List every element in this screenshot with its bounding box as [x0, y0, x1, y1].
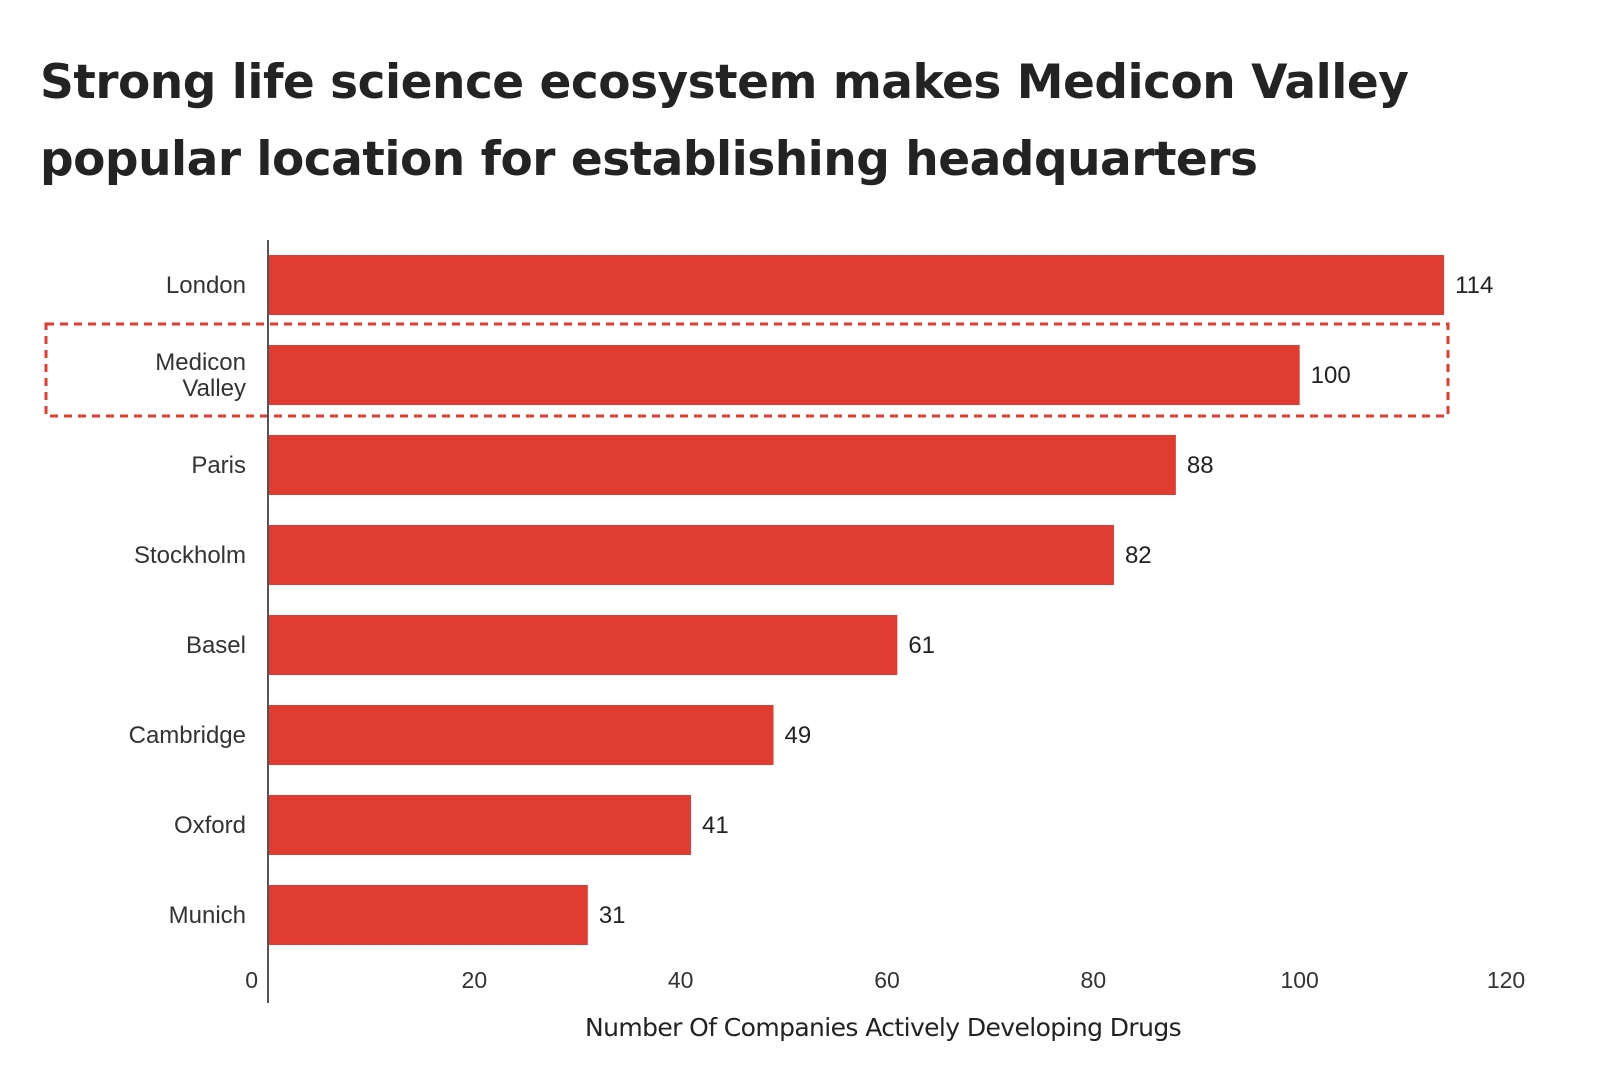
category-label-stockholm: Stockholm — [134, 542, 246, 569]
bar-stockholm — [268, 525, 1114, 585]
category-label-london: London — [166, 272, 246, 299]
x-tick-label-80: 80 — [1081, 967, 1107, 993]
category-label-munich: Munich — [169, 902, 246, 929]
x-axis-title: Number Of Companies Actively Developing … — [585, 1013, 1181, 1042]
category-label-basel: Basel — [186, 632, 246, 659]
bars-group: 114 London 100 Medicon Valley 88 Paris 82 Stockh… — [129, 255, 1493, 945]
bar-medicon-valley — [268, 345, 1300, 405]
x-tick-label-0: 0 — [245, 967, 258, 993]
value-label-munich: 31 — [599, 902, 626, 929]
bar-paris — [268, 435, 1176, 495]
value-label-paris: 88 — [1187, 452, 1214, 479]
value-label-oxford: 41 — [702, 812, 729, 839]
x-tick-label-40: 40 — [668, 967, 694, 993]
x-tick-label-100: 100 — [1280, 967, 1318, 993]
value-label-cambridge: 49 — [785, 722, 812, 749]
x-ticks-group: 0 20 40 60 80 100 120 — [245, 967, 1525, 993]
category-label-cambridge: Cambridge — [129, 722, 246, 749]
x-tick-label-20: 20 — [462, 967, 488, 993]
value-label-london: 114 — [1455, 272, 1493, 299]
bar-oxford — [268, 795, 691, 855]
value-label-basel: 61 — [908, 632, 935, 659]
bar-london — [268, 255, 1445, 315]
chart-title: Strong life science ecosystem makes Medi… — [40, 55, 1409, 187]
bar-basel — [268, 615, 898, 675]
value-label-medicon-valley: 100 — [1311, 362, 1351, 389]
highlight-box — [44, 322, 1450, 418]
x-tick-label-60: 60 — [874, 967, 900, 993]
category-label-medicon-valley: Medicon Valley — [155, 349, 246, 402]
value-label-stockholm: 82 — [1125, 542, 1152, 569]
category-label-oxford: Oxford — [174, 812, 246, 839]
x-tick-label-120: 120 — [1487, 967, 1525, 993]
bar-cambridge — [268, 705, 774, 765]
bar-munich — [268, 885, 588, 945]
category-label-paris: Paris — [191, 452, 246, 479]
